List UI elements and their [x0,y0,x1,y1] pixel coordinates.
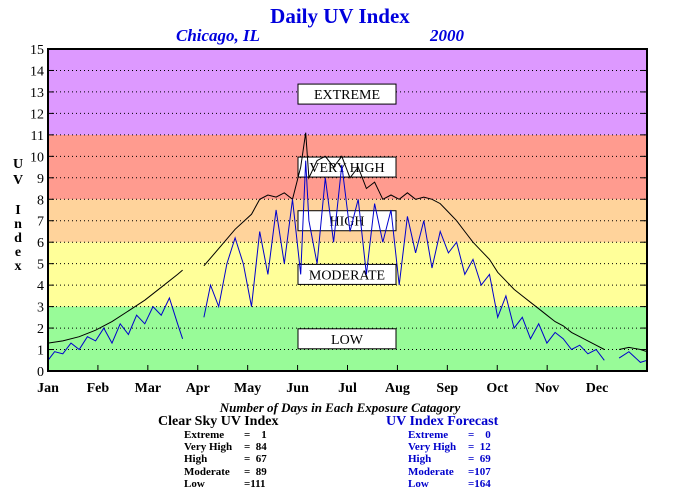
table-row: Low =111 [184,478,267,490]
y-tick-label: 12 [30,107,44,122]
y-tick-label: 11 [31,129,44,144]
band-label-box [297,263,397,285]
table-row: Moderate = 89 [184,466,267,478]
category-days: = 12 [468,441,491,454]
clear-sky-table-title: Clear Sky UV Index [158,414,279,429]
band-label: EXTREME [314,88,380,103]
y-tick-label: 1 [37,344,44,359]
year-label: 2000 [430,26,464,45]
clear-sky-line [47,132,648,353]
x-tick-label: Aug [385,381,410,396]
category-name: Extreme [408,429,449,441]
y-tick-label: 8 [37,193,44,208]
category-name: Low [408,477,429,490]
category-days: = 89 [244,465,267,478]
table-row: Low =164 [408,478,491,490]
category-days: = 84 [244,441,267,454]
y-tick-label: 15 [30,43,44,58]
category-name: Moderate [408,465,454,478]
table-row: Very High = 84 [184,441,267,453]
table-row: Extreme = 1 [184,429,267,441]
table-row: Very High = 12 [408,441,491,453]
category-days: =164 [468,477,491,490]
x-tick-label: Nov [535,381,559,396]
y-tick-label: 2 [37,322,44,337]
x-tick-label: Jan [37,381,59,396]
x-tick-label: Jun [286,381,309,396]
days-caption: Number of Days in Each Exposure Catagory [219,400,461,415]
x-tick-label: Mar [135,381,161,396]
table-row: High = 67 [184,453,267,465]
y-tick-label: 7 [37,215,44,230]
band-label: HIGH [330,215,365,230]
x-tick-label: Dec [586,381,609,396]
category-name: Moderate [184,465,230,478]
x-tick-label: Oct [486,381,508,396]
band-label-box [297,83,397,105]
y-tick-label: 0 [37,365,44,380]
category-name: Very High [184,441,233,454]
category-name: High [408,453,432,466]
category-name: Very High [408,441,457,454]
band-label-box [297,156,397,178]
y-tick-label: 5 [37,258,44,273]
y-tick-label: 4 [37,279,44,294]
x-tick-label: Sep [436,381,458,396]
category-name: High [184,453,208,466]
y-tick-label: 10 [30,150,44,165]
band-label-box [297,328,397,350]
x-tick-label: Feb [87,381,110,396]
band-label: LOW [331,333,364,348]
forecast-table-title: UV Index Forecast [386,414,499,429]
y-tick-label: 6 [37,236,44,251]
table-row: High = 69 [408,453,491,465]
category-days: = 1 [244,429,267,441]
chart-title: Daily UV Index [270,4,410,28]
location-label: Chicago, IL [176,26,261,45]
table-row: Extreme = 0 [408,429,491,441]
forecast-table: Extreme = 0 Very High = 12 High = 69 Modera… [408,429,491,490]
category-days: = 69 [468,453,491,466]
category-days: =111 [244,477,266,490]
x-tick-label: Jul [338,381,357,396]
forecast-line [47,160,648,363]
y-tick-label: 13 [30,86,44,101]
band-label: MODERATE [309,268,385,283]
category-days: = 0 [468,429,491,441]
category-days: = 67 [244,453,267,466]
table-row: Moderate =107 [408,466,491,478]
y-tick-label: 14 [30,64,44,79]
category-name: Low [184,477,205,490]
clear-sky-table: Extreme = 1 Very High = 84 High = 67 Modera… [184,429,267,490]
category-name: Extreme [184,429,225,441]
x-tick-label: May [234,381,261,396]
x-tick-label: Apr [186,381,210,396]
category-days: =107 [468,465,491,478]
y-tick-label: 9 [37,172,44,187]
y-tick-label: 3 [37,301,44,316]
